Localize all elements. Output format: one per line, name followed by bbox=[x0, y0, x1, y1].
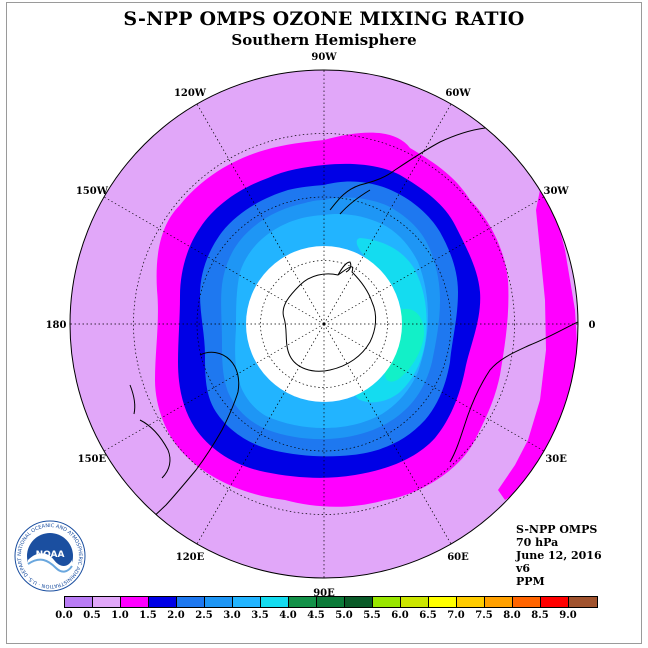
map-subtitle: Southern Hemisphere bbox=[231, 31, 417, 49]
colorbar-tick-label: 3.0 bbox=[223, 610, 241, 621]
longitude-label: 30E bbox=[545, 454, 567, 465]
logo-text: NOAA bbox=[36, 550, 65, 560]
longitude-labels: 90W 60W 30W 0 30E 60E 90E 120E 150E 180 150W 120W bbox=[46, 52, 596, 599]
info-version: v6 bbox=[516, 562, 531, 575]
colorbar-tick-label: 9.0 bbox=[559, 610, 577, 621]
colorbar bbox=[64, 596, 598, 608]
info-product: S-NPP OMPS bbox=[516, 523, 598, 536]
colorbar-swatch bbox=[401, 597, 429, 607]
colorbar-tick-label: 1.5 bbox=[139, 610, 157, 621]
colorbar-swatch bbox=[541, 597, 569, 607]
colorbar-tick-label: 4.5 bbox=[307, 610, 325, 621]
longitude-label: 90W bbox=[311, 52, 337, 63]
colorbar-swatch bbox=[289, 597, 317, 607]
colorbar-swatch bbox=[345, 597, 373, 607]
colorbar-tick-label: 0.5 bbox=[83, 610, 101, 621]
colorbar-swatch bbox=[569, 597, 597, 607]
figure-frame bbox=[6, 2, 642, 644]
colorbar-swatch bbox=[205, 597, 233, 607]
colorbar-tick-label: 8.0 bbox=[503, 610, 521, 621]
longitude-label: 60E bbox=[447, 552, 469, 563]
colorbar-swatch bbox=[373, 597, 401, 607]
colorbar-swatch bbox=[121, 597, 149, 607]
pole-marker bbox=[322, 322, 326, 326]
colorbar-tick-label: 3.5 bbox=[251, 610, 269, 621]
longitude-label: 60W bbox=[445, 88, 471, 99]
longitude-label: 120E bbox=[176, 552, 205, 563]
longitude-label: 180 bbox=[46, 320, 67, 331]
coastline-australia-2 bbox=[139, 419, 171, 479]
graticule bbox=[70, 70, 578, 578]
colorbar-tick-label: 0.0 bbox=[55, 610, 73, 621]
colorbar-swatch bbox=[177, 597, 205, 607]
coastline-antarctica bbox=[282, 266, 377, 372]
colorbar-swatch bbox=[261, 597, 289, 607]
contour-4-0 bbox=[384, 308, 425, 382]
colorbar-tick-label: 7.0 bbox=[447, 610, 465, 621]
colorbar-tick-label: 5.0 bbox=[335, 610, 353, 621]
parallel-circle bbox=[260, 260, 388, 388]
colorbar-swatch bbox=[93, 597, 121, 607]
map-boundary bbox=[69, 69, 579, 579]
coastline-africa bbox=[449, 321, 578, 463]
longitude-label: 150E bbox=[78, 454, 107, 465]
colorbar-swatch bbox=[485, 597, 513, 607]
colorbar-tick-label: 2.0 bbox=[167, 610, 185, 621]
info-units: PPM bbox=[516, 575, 545, 588]
colorbar-swatch bbox=[457, 597, 485, 607]
parallel-circle bbox=[133, 133, 515, 515]
map-title: S-NPP OMPS OZONE MIXING RATIO bbox=[123, 8, 525, 30]
longitude-label: 120W bbox=[174, 88, 207, 99]
noaa-logo: NATIONAL OCEANIC AND ATMOSPHERIC ADMINIS… bbox=[14, 520, 86, 592]
colorbar-swatch bbox=[149, 597, 177, 607]
colorbar-tick-label: 7.5 bbox=[475, 610, 493, 621]
colorbar-tick-label: 8.5 bbox=[531, 610, 549, 621]
colorbar-tick-label: 2.5 bbox=[195, 610, 213, 621]
colorbar-tick-label: 5.5 bbox=[363, 610, 381, 621]
colorbar-tick-label: 6.0 bbox=[391, 610, 409, 621]
colorbar-tick-label: 4.0 bbox=[279, 610, 297, 621]
colorbar-tick-labels: 0.0 0.5 1.0 1.5 2.0 2.5 3.0 3.5 4.0 4.5 5.0 5.5 6.0 6… bbox=[55, 610, 580, 624]
colorbar-swatch bbox=[233, 597, 261, 607]
longitude-label: 0 bbox=[589, 320, 596, 331]
coastline-antarctic-peninsula bbox=[337, 261, 352, 276]
info-box: S-NPP OMPS 70 hPa June 12, 2016 v6 PPM bbox=[516, 523, 602, 588]
info-date: June 12, 2016 bbox=[516, 549, 602, 562]
parallel-circle bbox=[196, 196, 452, 452]
info-level: 70 hPa bbox=[516, 536, 559, 549]
longitude-label: 150W bbox=[76, 186, 109, 197]
longitude-label: 90E bbox=[313, 588, 335, 599]
coastline-south-america bbox=[329, 127, 486, 211]
colorbar-swatch bbox=[317, 597, 345, 607]
longitude-label: 30W bbox=[544, 186, 570, 197]
colorbar-swatch bbox=[429, 597, 457, 607]
colorbar-swatch bbox=[513, 597, 541, 607]
colorbar-tick-label: 6.5 bbox=[419, 610, 437, 621]
coastline-new-zealand bbox=[129, 384, 136, 415]
colorbar-tick-label: 1.0 bbox=[111, 610, 129, 621]
coastline-australia bbox=[123, 351, 240, 541]
colorbar-swatch bbox=[65, 597, 93, 607]
